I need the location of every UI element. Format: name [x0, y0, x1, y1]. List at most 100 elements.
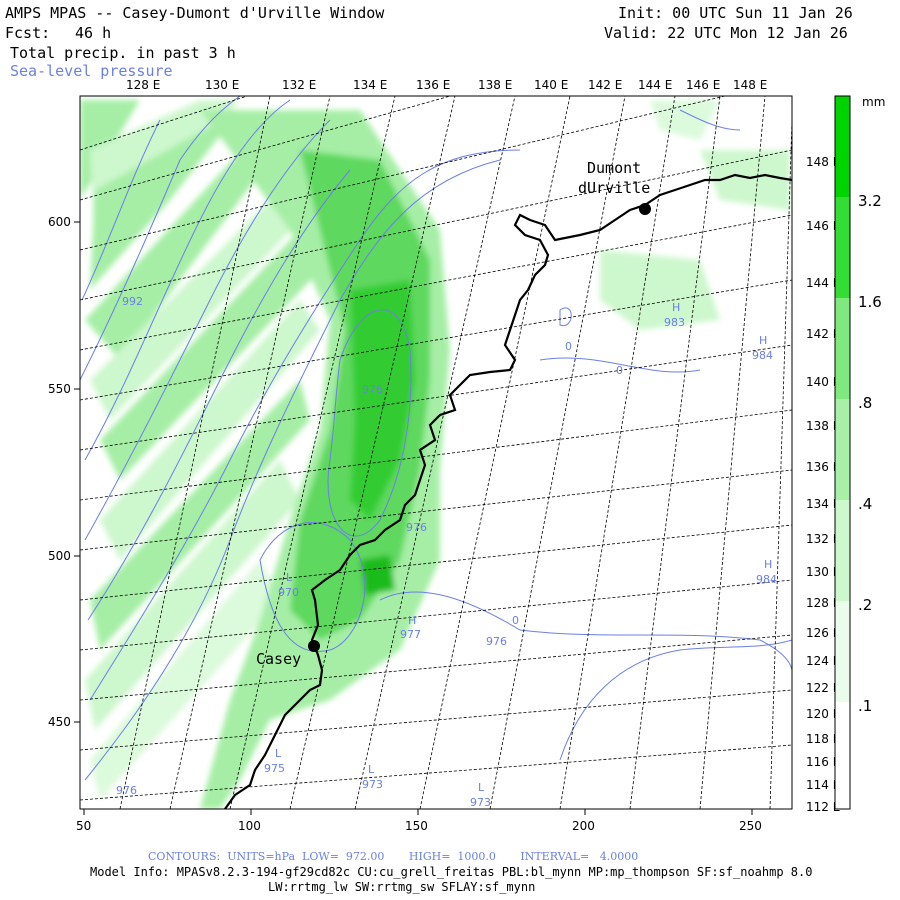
svg-text:L: L [275, 747, 282, 760]
svg-text:144 E: 144 E [806, 276, 840, 290]
dumont-label: Dumont [587, 159, 641, 177]
svg-text:130 E: 130 E [806, 565, 840, 579]
top-lon-labels: 128 E 130 E 132 E 134 E 136 E 138 E 140 … [126, 78, 767, 92]
svg-text:148 E: 148 E [733, 78, 767, 92]
svg-text:116 E: 116 E [806, 755, 840, 769]
svg-text:100: 100 [238, 819, 261, 833]
svg-text:134 E: 134 E [353, 78, 387, 92]
svg-text:126 E: 126 E [806, 626, 840, 640]
svg-text:0: 0 [512, 614, 519, 627]
svg-text:122 E: 122 E [806, 681, 840, 695]
legend-swatch-3.2 [835, 96, 850, 197]
svg-text:970: 970 [278, 586, 299, 599]
svg-text:250: 250 [739, 819, 762, 833]
svg-text:148 E: 148 E [806, 155, 840, 169]
svg-text:128 E: 128 E [126, 78, 160, 92]
svg-text:136 E: 136 E [416, 78, 450, 92]
legend-swatch-0.2 [835, 500, 850, 601]
svg-text:142 E: 142 E [588, 78, 622, 92]
map-border [79, 95, 793, 810]
svg-text:975: 975 [264, 762, 285, 775]
legend-label-1.6: 1.6 [858, 293, 882, 311]
svg-text:128 E: 128 E [806, 596, 840, 610]
y-axis-ticks: 600 550 500 450 [48, 215, 80, 729]
legend-swatch-0.4 [835, 399, 850, 500]
svg-text:976: 976 [362, 383, 383, 396]
precip-legend: mm 3.2 1.6 .8 .4 .2 .1 [834, 95, 885, 810]
svg-text:L: L [368, 763, 375, 776]
svg-text:134 E: 134 E [806, 497, 840, 511]
svg-text:500: 500 [48, 549, 71, 563]
svg-text:142 E: 142 E [806, 327, 840, 341]
svg-text:976: 976 [486, 635, 507, 648]
svg-text:H: H [672, 301, 680, 314]
svg-text:146 E: 146 E [686, 78, 720, 92]
svg-text:144 E: 144 E [638, 78, 672, 92]
field-slp-label: Sea-level pressure [10, 62, 173, 80]
svg-text:H: H [764, 558, 772, 571]
legend-unit: mm [862, 95, 885, 109]
casey-label: Casey [256, 650, 301, 668]
svg-text:118 E: 118 E [806, 732, 840, 746]
legend-label-3.2: 3.2 [858, 192, 882, 210]
svg-text:983: 983 [664, 316, 685, 329]
svg-text:146 E: 146 E [806, 219, 840, 233]
svg-text:130 E: 130 E [205, 78, 239, 92]
svg-text:132 E: 132 E [806, 532, 840, 546]
graticule [80, 96, 792, 809]
svg-text:140 E: 140 E [806, 375, 840, 389]
svg-text:984: 984 [756, 573, 777, 586]
svg-text:976: 976 [406, 521, 427, 534]
legend-swatch-1.6 [835, 197, 850, 298]
svg-text:114 E: 114 E [806, 778, 840, 792]
slp-contours [80, 96, 792, 781]
svg-text:50: 50 [76, 819, 91, 833]
forecast-label: Fcst: [5, 24, 51, 42]
legend-swatch-0.1 [835, 601, 850, 702]
svg-text:112 E: 112 E [806, 800, 840, 814]
svg-text:138 E: 138 E [478, 78, 512, 92]
valid-time: Valid: 22 UTC Mon 12 Jan 26 [604, 24, 848, 42]
precip-field [80, 100, 790, 809]
svg-text:976: 976 [116, 784, 137, 797]
right-lon-labels: 148 E 146 E 144 E 142 E 140 E 138 E 136 … [806, 155, 840, 814]
svg-text:0: 0 [565, 340, 572, 353]
svg-text:550: 550 [48, 382, 71, 396]
svg-text:973: 973 [362, 778, 383, 791]
svg-text:132 E: 132 E [282, 78, 316, 92]
svg-text:150: 150 [405, 819, 428, 833]
x-axis-ticks: 50 100 150 200 250 [76, 809, 762, 833]
contours-info: CONTOURS: UNITS=hPa LOW= 972.00 HIGH= 10… [148, 850, 639, 863]
svg-text:H: H [759, 334, 767, 347]
svg-text:0: 0 [616, 364, 623, 377]
svg-text:973: 973 [470, 796, 491, 809]
legend-swatch-min [835, 702, 850, 809]
svg-text:984: 984 [752, 349, 773, 362]
init-time: Init: 00 UTC Sun 11 Jan 26 [618, 4, 853, 22]
svg-text:L: L [286, 571, 293, 584]
svg-text:600: 600 [48, 215, 71, 229]
legend-label-0.4: .4 [858, 495, 872, 513]
svg-text:977: 977 [400, 628, 421, 641]
model-info-2: LW:rrtmg_lw SW:rrtmg_sw SFLAY:sf_mynn [268, 880, 536, 894]
svg-text:992: 992 [122, 295, 143, 308]
svg-text:124 E: 124 E [806, 654, 840, 668]
legend-label-0.2: .2 [858, 596, 872, 614]
svg-text:120 E: 120 E [806, 707, 840, 721]
legend-label-0.8: .8 [858, 394, 872, 412]
svg-text:H: H [408, 614, 416, 627]
svg-text:L: L [478, 781, 485, 794]
svg-text:200: 200 [572, 819, 595, 833]
forecast-value: 46 h [75, 24, 112, 42]
map-title: AMPS MPAS -- Casey-Dumont d'Urville Wind… [5, 4, 385, 22]
casey-station [308, 640, 320, 652]
contour-labels: 992 976 976 970 977 976 973 973 975 976 … [116, 295, 777, 809]
svg-text:136 E: 136 E [806, 460, 840, 474]
dumont-durville-station [639, 203, 651, 215]
field-precip-label: Total precip. in past 3 h [10, 44, 236, 62]
durville-label: dUrville [578, 179, 650, 197]
svg-text:138 E: 138 E [806, 419, 840, 433]
svg-text:140 E: 140 E [534, 78, 568, 92]
svg-text:450: 450 [48, 715, 71, 729]
